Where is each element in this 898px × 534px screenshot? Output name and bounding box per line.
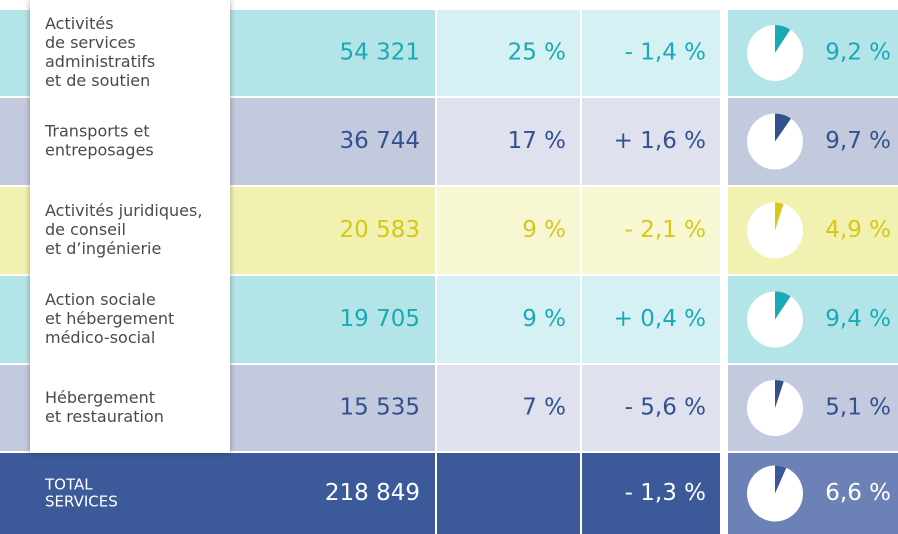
pie-slice — [775, 380, 784, 408]
cell — [582, 453, 720, 534]
count: 15 535 — [340, 395, 420, 421]
change: - 1,3 % — [625, 480, 706, 506]
change: - 5,6 % — [625, 395, 706, 421]
share: 17 % — [508, 128, 566, 154]
pie-label: 4,9 % — [825, 217, 891, 243]
change: + 0,4 % — [614, 306, 706, 332]
row-label: et hébergement — [45, 309, 174, 328]
cell — [230, 276, 435, 363]
pie-slice — [775, 465, 787, 494]
row-label: de conseil — [45, 220, 126, 239]
pie-label: 5,1 % — [825, 395, 891, 421]
count: 19 705 — [340, 306, 420, 332]
cell — [437, 365, 580, 451]
row-label: de services — [45, 33, 136, 52]
row-label: Action sociale — [45, 290, 156, 309]
cell — [437, 276, 580, 363]
pie-label: 9,7 % — [825, 128, 891, 154]
label-panel — [30, 0, 230, 453]
cell — [230, 10, 435, 96]
row-strip — [0, 98, 30, 185]
pie-slice — [775, 291, 791, 320]
row-strip — [0, 276, 30, 363]
pie-label: 9,2 % — [825, 40, 891, 66]
cell — [437, 98, 580, 185]
change: + 1,6 % — [614, 128, 706, 154]
row-label: SERVICES — [45, 493, 118, 511]
pie-label: 9,4 % — [825, 306, 891, 332]
row-label: TOTAL — [44, 476, 93, 494]
row-label: entreposages — [45, 141, 154, 160]
row-label: Activités — [45, 14, 114, 33]
cell — [582, 187, 720, 274]
pie-label: 6,6 % — [825, 480, 891, 506]
cell — [582, 276, 720, 363]
pie-slice — [775, 25, 791, 53]
cell — [582, 98, 720, 185]
count: 20 583 — [340, 217, 420, 243]
row-label: Transports et — [44, 122, 150, 141]
cell — [437, 453, 580, 534]
row-label: et d’ingénierie — [45, 239, 161, 258]
pie-slice — [775, 113, 792, 142]
cell — [230, 365, 435, 451]
row-strip — [0, 10, 30, 96]
row-label: Hébergement — [45, 388, 155, 407]
cell — [230, 187, 435, 274]
cell — [582, 10, 720, 96]
row-label: administratifs — [45, 52, 155, 71]
cell — [0, 453, 435, 534]
count: 54 321 — [340, 40, 420, 66]
row-label: et restauration — [45, 407, 164, 426]
count: 36 744 — [340, 128, 420, 154]
share: 9 % — [522, 306, 566, 332]
row-label: Activités juridiques, — [45, 201, 202, 220]
share: 25 % — [508, 40, 566, 66]
cell — [437, 187, 580, 274]
change: - 1,4 % — [625, 40, 706, 66]
row-label: et de soutien — [45, 71, 150, 90]
row-strip — [0, 187, 30, 274]
pie-slice — [775, 202, 784, 231]
change: - 2,1 % — [625, 217, 706, 243]
share: 7 % — [522, 395, 566, 421]
row-strip — [0, 365, 30, 451]
row-label: médico-social — [45, 328, 155, 347]
share: 9 % — [522, 217, 566, 243]
cell — [437, 10, 580, 96]
cell — [582, 365, 720, 451]
count: 218 849 — [325, 480, 420, 506]
cell — [230, 98, 435, 185]
